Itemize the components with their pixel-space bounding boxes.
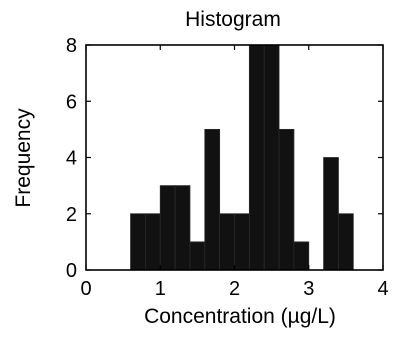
histogram-bar-15 — [338, 213, 354, 271]
histogram-bar-9 — [248, 44, 265, 271]
histogram-bar-5 — [189, 241, 206, 271]
x-tick-label: 4 — [377, 278, 388, 300]
y-tick-label: 6 — [66, 91, 77, 113]
histogram-bar-2 — [144, 213, 161, 271]
histogram-bar-3 — [159, 185, 176, 271]
histogram-bar-14 — [323, 157, 339, 271]
histogram-bar-12 — [293, 241, 310, 271]
histogram-bar-1 — [130, 213, 146, 271]
bars-layer — [130, 44, 354, 271]
y-tick-label: 8 — [66, 35, 77, 57]
histogram-bar-7 — [219, 213, 235, 271]
x-axis-label: Concentration (µg/L) — [144, 305, 336, 328]
histogram-bar-6 — [204, 128, 221, 271]
histogram-bar-10 — [263, 44, 280, 271]
x-tick-label: 0 — [80, 278, 91, 300]
x-tick-label: 2 — [229, 278, 240, 300]
histogram-bar-11 — [278, 128, 295, 271]
y-axis-label: Frequency — [12, 108, 35, 208]
chart-title: Histogram — [185, 8, 281, 31]
y-tick-label: 0 — [66, 260, 77, 282]
x-tick-label: 3 — [303, 278, 314, 300]
y-tick-label: 4 — [66, 148, 77, 170]
histogram-bar-8 — [234, 213, 250, 271]
x-tick-label: 1 — [155, 278, 166, 300]
y-tick-label: 2 — [66, 204, 77, 226]
y-axis-ticks: 0 2 4 6 8 — [66, 35, 383, 282]
histogram-bar-4 — [174, 185, 191, 271]
x-axis-ticks: 0 1 2 3 4 — [80, 45, 389, 300]
